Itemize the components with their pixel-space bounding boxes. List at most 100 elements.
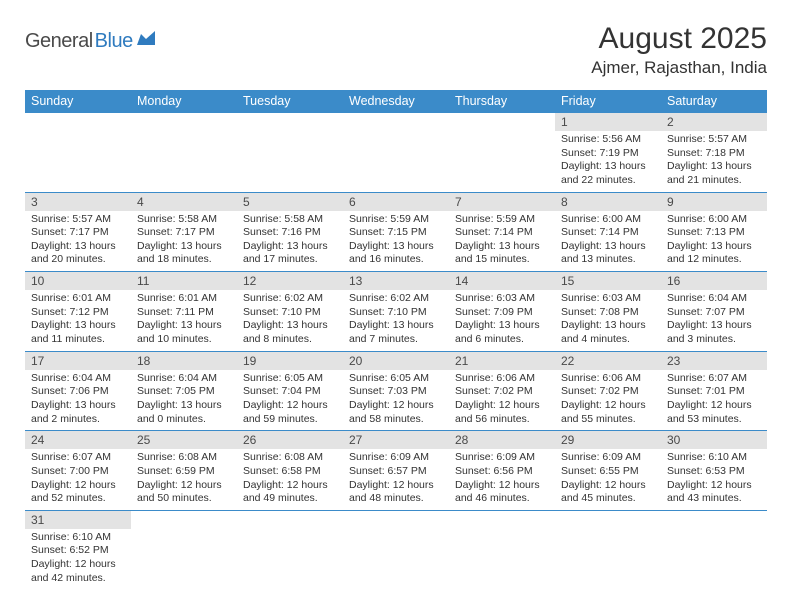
sunset-text: Sunset: 7:04 PM [243, 385, 337, 399]
sunrise-text: Sunrise: 6:09 AM [349, 451, 443, 465]
date-number: 25 [131, 431, 237, 449]
weekday-header: Monday [131, 90, 237, 113]
sunrise-text: Sunrise: 6:09 AM [455, 451, 549, 465]
sunrise-text: Sunrise: 6:03 AM [561, 292, 655, 306]
daylight-text: Daylight: 13 hours and 8 minutes. [243, 319, 337, 346]
calendar-cell: 19Sunrise: 6:05 AMSunset: 7:04 PMDayligh… [237, 352, 343, 432]
calendar-head: SundayMondayTuesdayWednesdayThursdayFrid… [25, 90, 767, 113]
calendar-cell: 24Sunrise: 6:07 AMSunset: 7:00 PMDayligh… [25, 431, 131, 511]
weekday-header: Tuesday [237, 90, 343, 113]
sunset-text: Sunset: 6:58 PM [243, 465, 337, 479]
day-details: Sunrise: 6:06 AMSunset: 7:02 PMDaylight:… [449, 370, 555, 431]
daylight-text: Daylight: 13 hours and 0 minutes. [137, 399, 231, 426]
daylight-text: Daylight: 12 hours and 45 minutes. [561, 479, 655, 506]
daylight-text: Daylight: 13 hours and 3 minutes. [667, 319, 761, 346]
sunset-text: Sunset: 7:10 PM [243, 306, 337, 320]
sunrise-text: Sunrise: 5:58 AM [243, 213, 337, 227]
sunrise-text: Sunrise: 6:02 AM [349, 292, 443, 306]
sunrise-text: Sunrise: 5:58 AM [137, 213, 231, 227]
day-details: Sunrise: 6:06 AMSunset: 7:02 PMDaylight:… [555, 370, 661, 431]
sunset-text: Sunset: 7:14 PM [455, 226, 549, 240]
calendar-week: 10Sunrise: 6:01 AMSunset: 7:12 PMDayligh… [25, 272, 767, 352]
calendar-cell [131, 511, 237, 590]
date-number: 21 [449, 352, 555, 370]
sunset-text: Sunset: 7:02 PM [561, 385, 655, 399]
logo: GeneralBlue [25, 22, 159, 53]
sunrise-text: Sunrise: 5:57 AM [667, 133, 761, 147]
sunrise-text: Sunrise: 6:06 AM [561, 372, 655, 386]
calendar-cell: 25Sunrise: 6:08 AMSunset: 6:59 PMDayligh… [131, 431, 237, 511]
calendar-cell: 22Sunrise: 6:06 AMSunset: 7:02 PMDayligh… [555, 352, 661, 432]
date-number: 27 [343, 431, 449, 449]
calendar-cell: 7 Sunrise: 5:59 AMSunset: 7:14 PMDaylight… [449, 193, 555, 273]
date-number: 13 [343, 272, 449, 290]
sunset-text: Sunset: 7:14 PM [561, 226, 655, 240]
daylight-text: Daylight: 13 hours and 7 minutes. [349, 319, 443, 346]
calendar-cell [661, 511, 767, 590]
sunset-text: Sunset: 7:09 PM [455, 306, 549, 320]
calendar-table: SundayMondayTuesdayWednesdayThursdayFrid… [25, 90, 767, 589]
day-details: Sunrise: 6:01 AMSunset: 7:11 PMDaylight:… [131, 290, 237, 351]
day-details: Sunrise: 6:03 AMSunset: 7:09 PMDaylight:… [449, 290, 555, 351]
flag-icon [137, 31, 159, 52]
calendar-cell: 17Sunrise: 6:04 AMSunset: 7:06 PMDayligh… [25, 352, 131, 432]
sunrise-text: Sunrise: 5:59 AM [455, 213, 549, 227]
sunrise-text: Sunrise: 6:04 AM [31, 372, 125, 386]
date-number: 7 [449, 193, 555, 211]
day-details: Sunrise: 6:05 AMSunset: 7:04 PMDaylight:… [237, 370, 343, 431]
daylight-text: Daylight: 13 hours and 20 minutes. [31, 240, 125, 267]
daylight-text: Daylight: 12 hours and 58 minutes. [349, 399, 443, 426]
daylight-text: Daylight: 13 hours and 13 minutes. [561, 240, 655, 267]
daylight-text: Daylight: 13 hours and 21 minutes. [667, 160, 761, 187]
sunset-text: Sunset: 7:18 PM [667, 147, 761, 161]
sunset-text: Sunset: 7:00 PM [31, 465, 125, 479]
calendar-cell: 5 Sunrise: 5:58 AMSunset: 7:16 PMDaylight… [237, 193, 343, 273]
calendar-page: GeneralBlue August 2025 Ajmer, Rajasthan… [0, 0, 792, 599]
sunrise-text: Sunrise: 5:57 AM [31, 213, 125, 227]
sunset-text: Sunset: 6:53 PM [667, 465, 761, 479]
location-subtitle: Ajmer, Rajasthan, India [591, 58, 767, 78]
sunset-text: Sunset: 6:52 PM [31, 544, 125, 558]
calendar-cell: 1Sunrise: 5:56 AMSunset: 7:19 PMDaylight… [555, 113, 661, 193]
daylight-text: Daylight: 12 hours and 42 minutes. [31, 558, 125, 585]
daylight-text: Daylight: 12 hours and 46 minutes. [455, 479, 549, 506]
day-details: Sunrise: 6:02 AMSunset: 7:10 PMDaylight:… [343, 290, 449, 351]
day-details: Sunrise: 6:07 AMSunset: 7:01 PMDaylight:… [661, 370, 767, 431]
day-details: Sunrise: 6:10 AMSunset: 6:53 PMDaylight:… [661, 449, 767, 510]
calendar-cell [449, 113, 555, 193]
date-number: 4 [131, 193, 237, 211]
calendar-cell: 6Sunrise: 5:59 AMSunset: 7:15 PMDaylight… [343, 193, 449, 273]
daylight-text: Daylight: 13 hours and 15 minutes. [455, 240, 549, 267]
daylight-text: Daylight: 13 hours and 17 minutes. [243, 240, 337, 267]
calendar-cell: 18Sunrise: 6:04 AMSunset: 7:05 PMDayligh… [131, 352, 237, 432]
sunset-text: Sunset: 6:57 PM [349, 465, 443, 479]
calendar-cell [555, 511, 661, 590]
calendar-cell: 16Sunrise: 6:04 AMSunset: 7:07 PMDayligh… [661, 272, 767, 352]
date-number: 3 [25, 193, 131, 211]
logo-word2: Blue [95, 30, 133, 53]
date-number: 30 [661, 431, 767, 449]
date-number: 5 [237, 193, 343, 211]
calendar-cell: 21Sunrise: 6:06 AMSunset: 7:02 PMDayligh… [449, 352, 555, 432]
calendar-cell [25, 113, 131, 193]
sunrise-text: Sunrise: 6:00 AM [561, 213, 655, 227]
calendar-cell [237, 511, 343, 590]
date-number: 15 [555, 272, 661, 290]
day-details: Sunrise: 6:08 AMSunset: 6:59 PMDaylight:… [131, 449, 237, 510]
weekday-header: Sunday [25, 90, 131, 113]
calendar-body: 1Sunrise: 5:56 AMSunset: 7:19 PMDaylight… [25, 113, 767, 589]
date-number: 1 [555, 113, 661, 131]
sunset-text: Sunset: 7:11 PM [137, 306, 231, 320]
sunset-text: Sunset: 6:55 PM [561, 465, 655, 479]
calendar-cell [237, 113, 343, 193]
title-block: August 2025 Ajmer, Rajasthan, India [591, 22, 767, 78]
day-details: Sunrise: 5:57 AMSunset: 7:17 PMDaylight:… [25, 211, 131, 272]
sunset-text: Sunset: 7:16 PM [243, 226, 337, 240]
sunset-text: Sunset: 7:07 PM [667, 306, 761, 320]
sunset-text: Sunset: 7:13 PM [667, 226, 761, 240]
day-details: Sunrise: 6:10 AMSunset: 6:52 PMDaylight:… [25, 529, 131, 590]
calendar-week: 24Sunrise: 6:07 AMSunset: 7:00 PMDayligh… [25, 431, 767, 511]
calendar-cell: 3Sunrise: 5:57 AMSunset: 7:17 PMDaylight… [25, 193, 131, 273]
sunset-text: Sunset: 7:12 PM [31, 306, 125, 320]
calendar-cell [343, 511, 449, 590]
